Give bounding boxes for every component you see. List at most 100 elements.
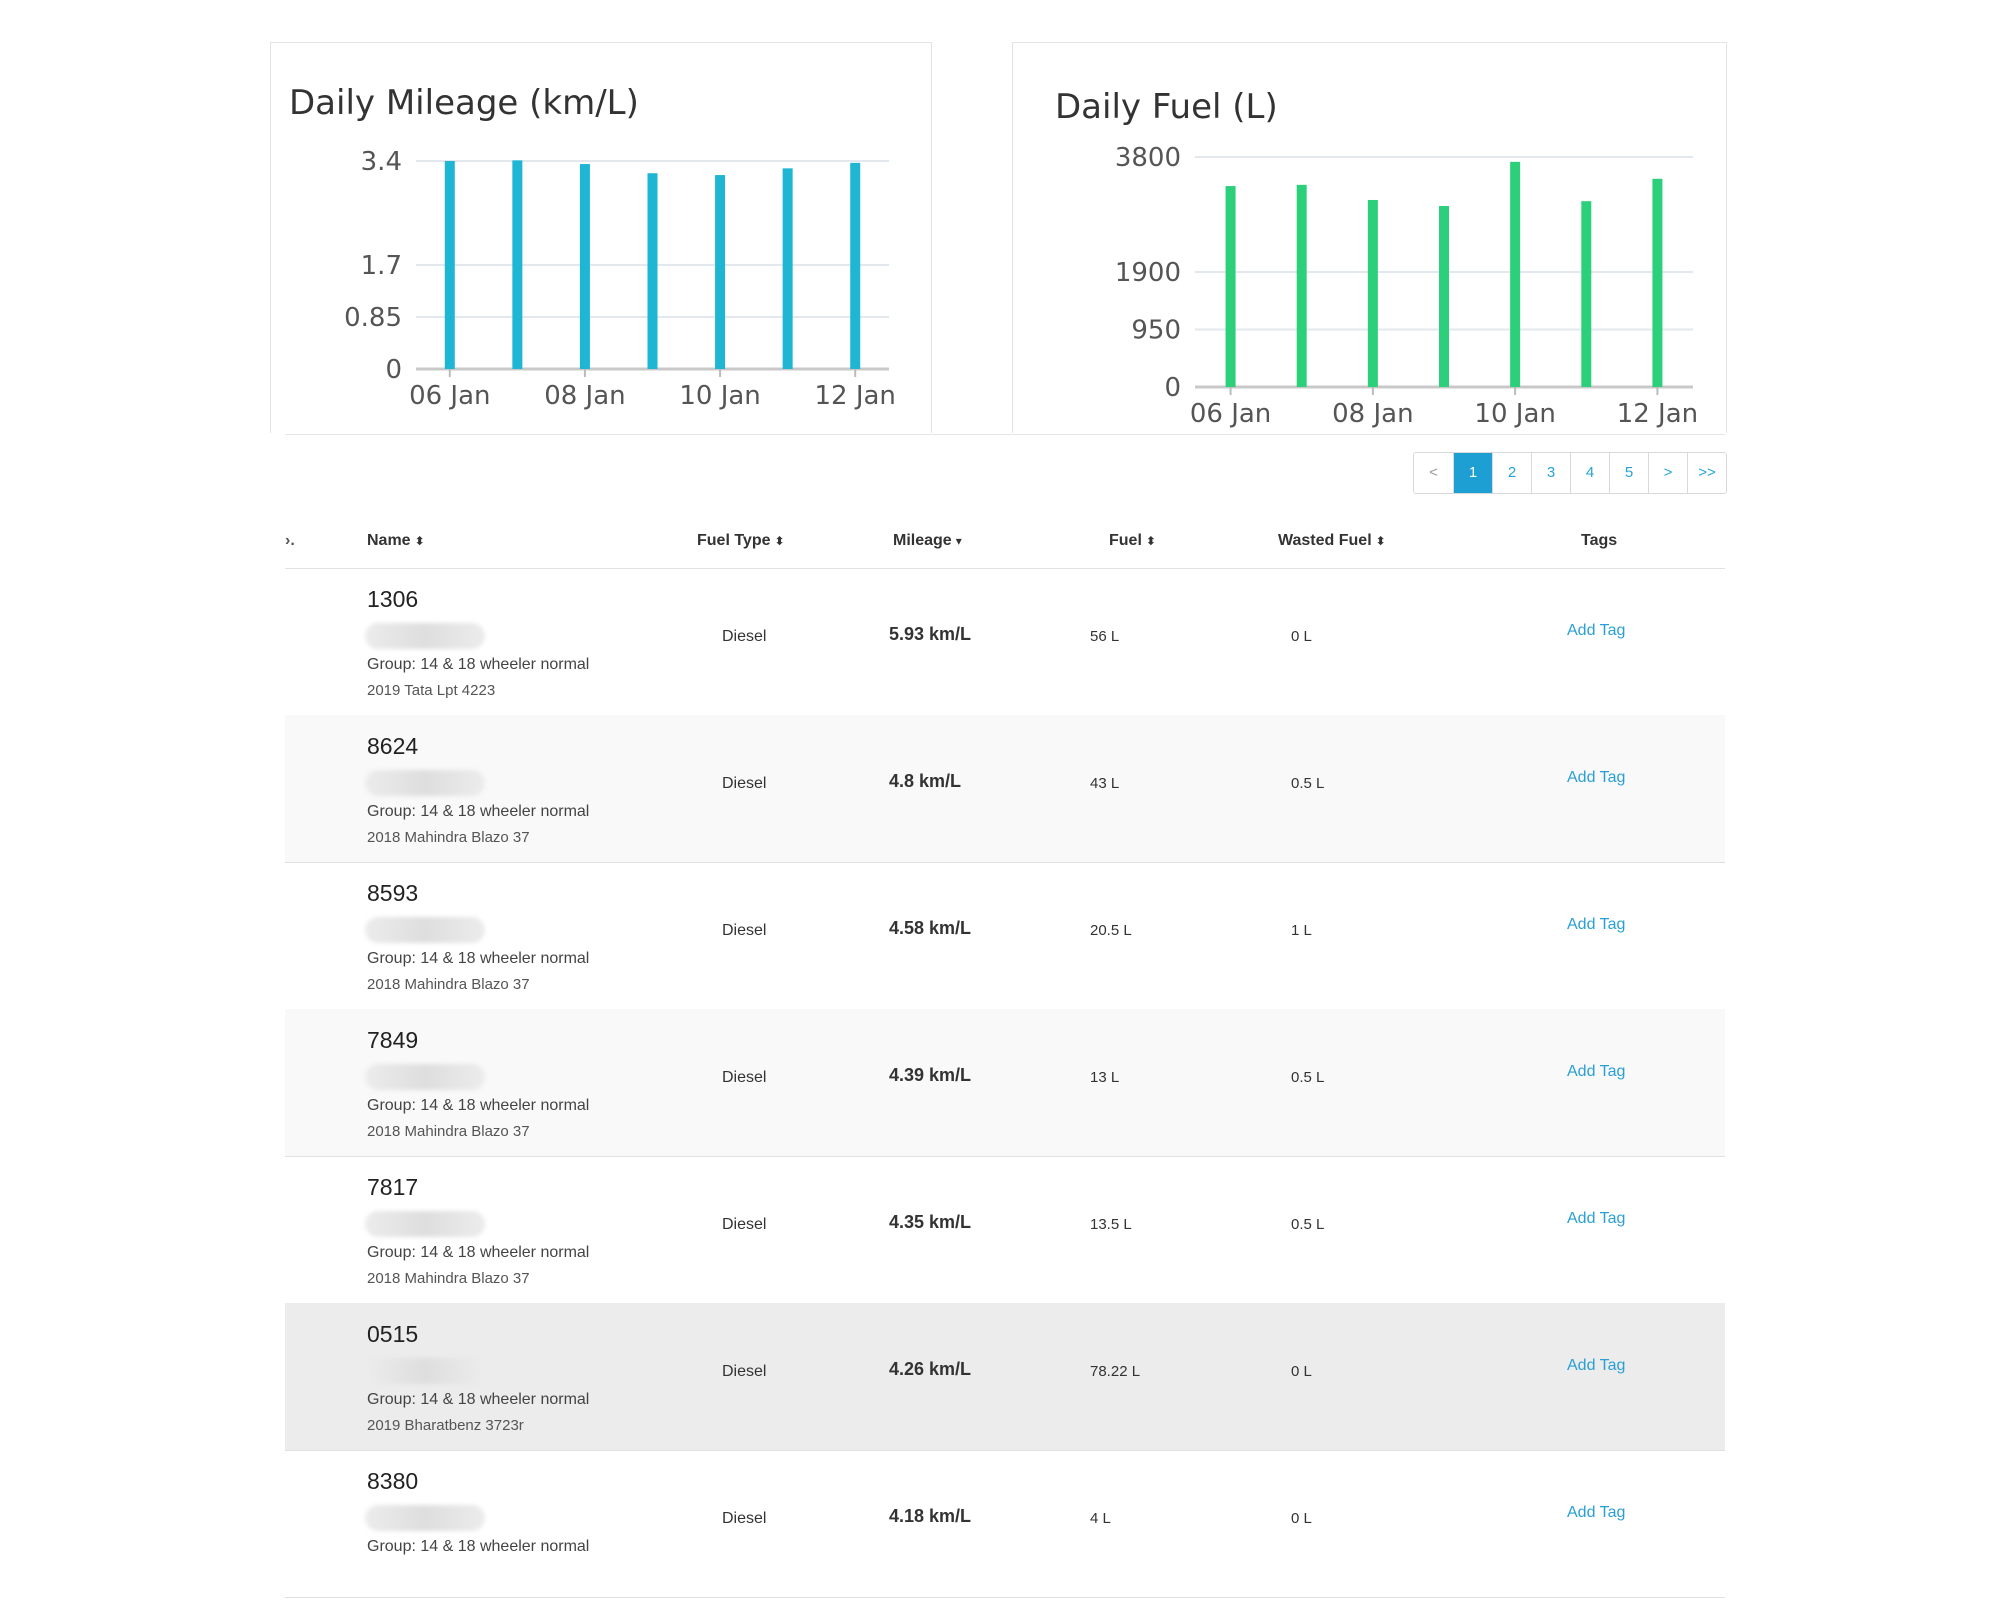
vehicle-id: 8380 (367, 1468, 419, 1494)
bar-09-jan[interactable] (647, 173, 658, 369)
mileage-value: 4.58 km/L (889, 918, 972, 938)
sort-icon: ⬍ (774, 534, 785, 548)
vehicle-id: 7817 (367, 1174, 419, 1200)
vehicle-model: 2018 Mahindra Blazo 37 (367, 829, 530, 846)
y-tick-label: 0 (1164, 373, 1181, 403)
page-button-5[interactable]: 5 (1609, 453, 1648, 493)
y-tick-label: 0 (385, 355, 402, 385)
add-tag-link[interactable]: Add Tag (1567, 1063, 1626, 1080)
vehicle-model: 2018 Mahindra Blazo 37 (367, 1270, 530, 1287)
blurred-plate (365, 1211, 485, 1237)
add-tag-link[interactable]: Add Tag (1567, 916, 1626, 933)
bar-10-jan[interactable] (1510, 161, 1521, 387)
header-name[interactable]: Name ⬍ (367, 532, 425, 550)
bar-10-jan[interactable] (715, 175, 726, 369)
header-fuel[interactable]: Fuel ⬍ (1109, 532, 1156, 550)
bar-08-jan[interactable] (579, 164, 590, 369)
vehicle-group: Group: 14 & 18 wheeler normal (367, 1244, 590, 1261)
add-tag-link[interactable]: Add Tag (1567, 1357, 1626, 1374)
x-tick-label: 12 Jan (1617, 399, 1698, 429)
mileage-value: 4.18 km/L (889, 1506, 972, 1526)
vehicle-model: 2018 Mahindra Blazo 37 (367, 976, 530, 993)
page-button-3[interactable]: 3 (1531, 453, 1570, 493)
sort-desc-icon: ▾ (955, 534, 962, 548)
blurred-plate (365, 1505, 485, 1531)
blurred-plate (365, 1358, 485, 1384)
bar-08-jan[interactable] (1367, 199, 1378, 387)
bar-11-jan[interactable] (1581, 201, 1592, 387)
vehicle-group: Group: 14 & 18 wheeler normal (367, 656, 590, 673)
fuel-type: Diesel (722, 775, 767, 792)
fuel-value: 78.22 L (1090, 1363, 1141, 1380)
table-row[interactable]: 7817 Group: 14 & 18 wheeler normal 2018 Ma… (285, 1156, 1725, 1304)
wasted-fuel-value: 1 L (1291, 922, 1312, 939)
page-button-6[interactable]: > (1648, 453, 1687, 493)
header-wasted-fuel[interactable]: Wasted Fuel ⬍ (1278, 532, 1386, 550)
vehicle-model: 2019 Tata Lpt 4223 (367, 682, 496, 699)
bar-12-jan[interactable] (850, 162, 861, 369)
table-row[interactable]: 7849 Group: 14 & 18 wheeler normal 2018 Ma… (285, 1009, 1725, 1157)
bar-12-jan[interactable] (1652, 178, 1663, 387)
header-mileage-label: Mileage (893, 532, 952, 549)
fuel-chart-title: Daily Fuel (L) (1055, 87, 1278, 127)
vehicle-model: 2018 Mahindra Blazo 37 (367, 1123, 530, 1140)
mileage-value: 4.39 km/L (889, 1065, 972, 1085)
add-tag-link[interactable]: Add Tag (1567, 1210, 1626, 1227)
fuel-type: Diesel (722, 1363, 767, 1380)
page-button-2[interactable]: 2 (1492, 453, 1531, 493)
fuel-value: 20.5 L (1090, 922, 1132, 939)
y-tick-label: 1900 (1115, 258, 1181, 288)
header-fuel-type[interactable]: Fuel Type ⬍ (697, 532, 785, 550)
fuel-type: Diesel (722, 628, 767, 645)
header-wasted-fuel-label: Wasted Fuel (1278, 532, 1372, 549)
add-tag-link[interactable]: Add Tag (1567, 622, 1626, 639)
blurred-plate (365, 770, 485, 796)
vehicle-id: 8593 (367, 880, 419, 906)
bar-06-jan[interactable] (1225, 186, 1236, 387)
bar-07-jan[interactable] (512, 160, 523, 369)
pagination: <1 2 3 4 5 > >> (1413, 452, 1727, 494)
fuel-type: Diesel (722, 922, 767, 939)
wasted-fuel-value: 0 L (1291, 1363, 1312, 1380)
table-row[interactable]: 1306 Group: 14 & 18 wheeler normal 2019 Ta… (285, 568, 1725, 716)
wasted-fuel-value: 0.5 L (1291, 775, 1325, 792)
wasted-fuel-value: 0 L (1291, 628, 1312, 645)
mileage-value: 4.8 km/L (889, 771, 962, 791)
header-mileage[interactable]: Mileage ▾ (893, 532, 962, 550)
x-tick-label: 08 Jan (544, 381, 625, 411)
y-tick-label: 3800 (1115, 143, 1181, 173)
x-tick-label: 08 Jan (1332, 399, 1413, 429)
table-row[interactable]: 0515 Group: 14 & 18 wheeler normal 2019 Bh… (285, 1303, 1725, 1451)
vehicle-id: 0515 (367, 1321, 419, 1347)
vehicle-group: Group: 14 & 18 wheeler normal (367, 803, 590, 820)
add-tag-link[interactable]: Add Tag (1567, 1504, 1626, 1521)
table-row[interactable]: 8624 Group: 14 & 18 wheeler normal 2018 Ma… (285, 715, 1725, 863)
section-divider (285, 434, 1725, 435)
fuel-value: 4 L (1090, 1510, 1111, 1527)
vehicle-group: Group: 14 & 18 wheeler normal (367, 1538, 590, 1555)
x-tick-label: 06 Jan (409, 381, 490, 411)
header-tags: Tags (1581, 532, 1618, 549)
wasted-fuel-value: 0.5 L (1291, 1069, 1325, 1086)
table-row[interactable]: 8593 Group: 14 & 18 wheeler normal 2018 Ma… (285, 862, 1725, 1010)
blurred-plate (365, 623, 485, 649)
blurred-plate (365, 917, 485, 943)
page-button-1[interactable]: 1 (1453, 453, 1492, 493)
vehicle-model: 2019 Bharatbenz 3723r (367, 1417, 524, 1434)
page-button-4[interactable]: 4 (1570, 453, 1609, 493)
bar-06-jan[interactable] (444, 161, 455, 369)
page-button-0[interactable]: < (1414, 453, 1453, 493)
bar-09-jan[interactable] (1439, 206, 1449, 387)
x-tick-label: 06 Jan (1190, 399, 1271, 429)
vehicle-group: Group: 14 & 18 wheeler normal (367, 1391, 590, 1408)
bar-11-jan[interactable] (782, 168, 793, 369)
bar-07-jan[interactable] (1296, 184, 1307, 387)
blurred-plate (365, 1064, 485, 1090)
fuel-type: Diesel (722, 1069, 767, 1086)
header-fuel-type-label: Fuel Type (697, 532, 771, 549)
add-tag-link[interactable]: Add Tag (1567, 769, 1626, 786)
table-row[interactable]: 8380 Group: 14 & 18 wheeler normal Diesel 4… (285, 1450, 1725, 1598)
sort-icon: ⬍ (1145, 534, 1156, 548)
fuel-value: 13.5 L (1090, 1216, 1132, 1233)
page-button-7[interactable]: >> (1687, 453, 1726, 493)
